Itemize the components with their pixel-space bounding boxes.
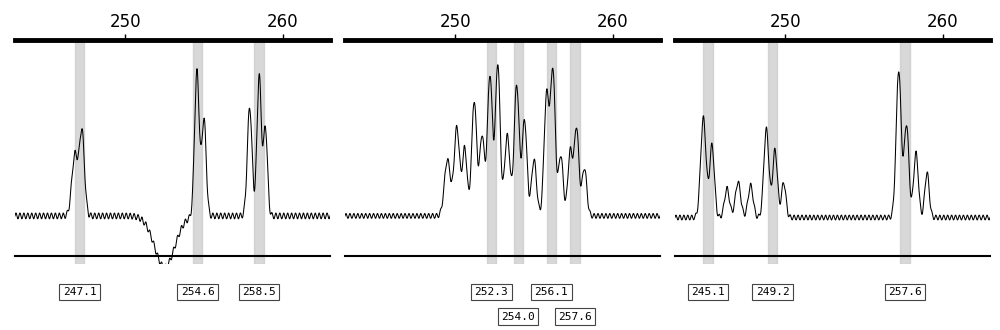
Text: 247.1: 247.1 <box>63 287 96 297</box>
Bar <box>570 40 580 264</box>
Text: 256.1: 256.1 <box>534 287 568 297</box>
Text: 249.2: 249.2 <box>756 287 790 297</box>
Text: 254.0: 254.0 <box>501 312 535 322</box>
Text: 245.1: 245.1 <box>691 287 725 297</box>
Text: 254.6: 254.6 <box>181 287 215 297</box>
Bar <box>75 40 84 264</box>
Bar <box>487 40 496 264</box>
Text: 252.3: 252.3 <box>475 287 508 297</box>
Bar <box>703 40 713 264</box>
Bar <box>900 40 910 264</box>
Bar <box>547 40 556 264</box>
Text: 257.6: 257.6 <box>888 287 922 297</box>
Bar <box>768 40 777 264</box>
Bar <box>514 40 523 264</box>
Bar <box>193 40 202 264</box>
Bar <box>254 40 264 264</box>
Text: 257.6: 257.6 <box>558 312 592 322</box>
Text: 258.5: 258.5 <box>242 287 276 297</box>
